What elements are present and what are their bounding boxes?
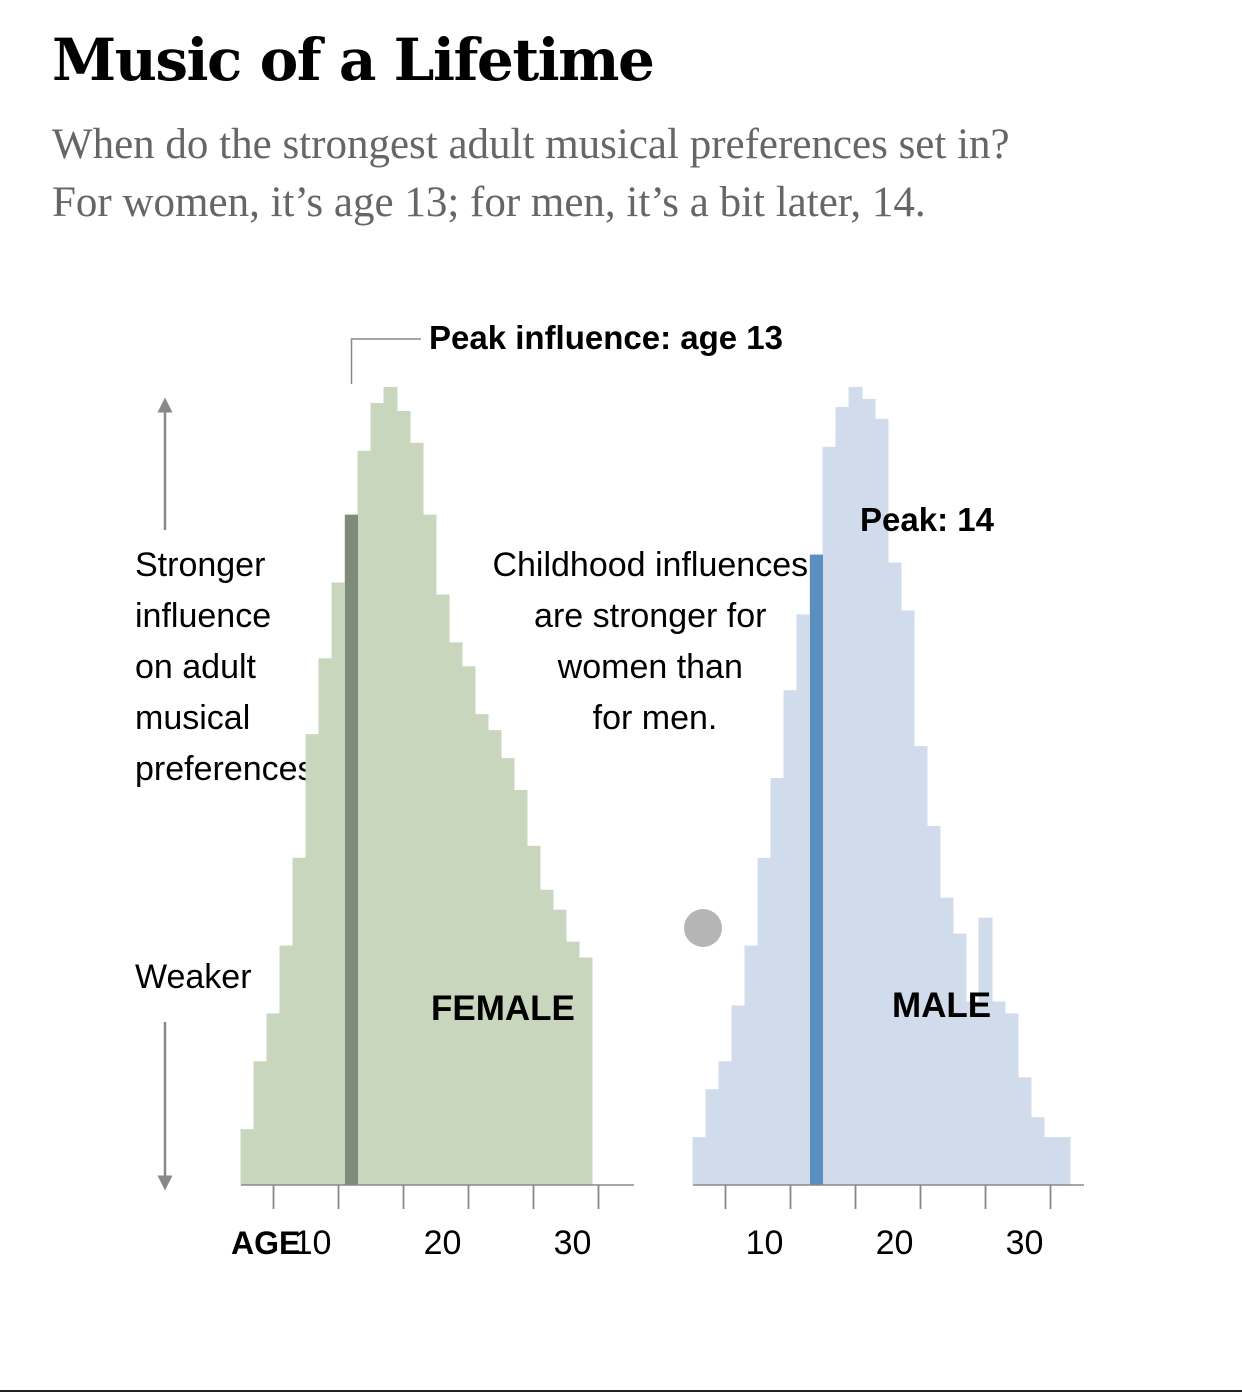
male-histogram: Peak: 14 MALE 10 20 30 [692, 387, 1084, 1262]
female-bar [487, 730, 502, 1185]
female-bar [292, 857, 307, 1185]
female-peak-bar [345, 514, 358, 1185]
x-tick-label: 20 [876, 1224, 914, 1262]
female-bar [318, 658, 333, 1185]
y-label-line: influence [135, 597, 271, 635]
subtitle-line-1: When do the strongest adult musical pref… [52, 121, 1010, 168]
female-peak-label: Peak influence: age 13 [429, 319, 783, 356]
male-bar [731, 1005, 746, 1185]
female-bar [474, 714, 489, 1185]
male-bar [978, 917, 993, 1185]
female-bar [240, 1129, 255, 1185]
male-bar [822, 446, 837, 1186]
chart-subtitle: When do the strongest adult musical pref… [52, 116, 1212, 232]
female-histogram: Peak influence: age 13 FEMALE 10 20 30 AGE [231, 319, 783, 1262]
female-bar [266, 1013, 281, 1185]
male-bar [1004, 1013, 1019, 1185]
female-bar [578, 957, 593, 1185]
female-series-label: FEMALE [431, 989, 575, 1028]
male-bar [939, 897, 954, 1185]
female-peak-leader-line [350, 338, 421, 384]
male-peak-label: Peak: 14 [860, 501, 995, 538]
male-bar [705, 1089, 720, 1185]
female-bar [409, 442, 424, 1185]
female-bar [253, 1061, 268, 1185]
annotation-line: for men. [593, 699, 718, 737]
annotation-line: Childhood influences [492, 546, 808, 584]
male-series-label: MALE [892, 986, 991, 1025]
female-bar [539, 889, 554, 1185]
male-bar [991, 1001, 1006, 1185]
female-bar [461, 666, 476, 1185]
male-bar [874, 418, 889, 1185]
female-bar [565, 941, 580, 1185]
annotation-text: Childhood influences are stronger for wo… [492, 546, 817, 737]
male-bar [796, 614, 811, 1185]
male-bar [692, 1137, 707, 1185]
y-label-line: on adult [135, 648, 257, 686]
y-label-line: Stronger [135, 546, 265, 584]
female-bar [552, 909, 567, 1185]
male-bar [913, 746, 928, 1185]
age-axis-title: AGE [231, 1225, 300, 1261]
female-bar [422, 514, 437, 1185]
female-bar [513, 789, 528, 1185]
female-bar [448, 642, 463, 1185]
female-bar [279, 945, 294, 1185]
svg-text:Stronger influence: Stronger influence on adult musical pref… [135, 546, 315, 788]
male-bar [835, 406, 850, 1185]
male-bar [1030, 1117, 1045, 1185]
female-bar [396, 410, 411, 1185]
x-tick-label: 30 [1006, 1224, 1044, 1262]
male-bar [887, 562, 902, 1185]
male-bar [848, 387, 863, 1185]
male-bar [783, 690, 798, 1185]
male-bar [965, 1001, 980, 1185]
male-bar [770, 778, 785, 1185]
separator-dot [684, 909, 722, 947]
chart-title: Music of a Lifetime [52, 26, 655, 94]
male-bar [757, 857, 772, 1185]
female-bar [331, 582, 346, 1185]
male-bar [744, 945, 759, 1185]
male-bar [1017, 1077, 1032, 1185]
male-bar [900, 610, 915, 1185]
male-bar [1043, 1137, 1058, 1185]
female-bar [305, 734, 320, 1185]
y-label-weaker: Weaker [135, 958, 252, 996]
x-tick-label: 10 [294, 1224, 332, 1262]
female-bar [383, 387, 398, 1185]
male-peak-bar [810, 554, 823, 1185]
female-bar [370, 402, 385, 1186]
female-bar [526, 845, 541, 1185]
female-bar [435, 594, 450, 1185]
bottom-border [0, 1390, 1242, 1392]
male-bar [926, 825, 941, 1185]
male-bar [861, 398, 876, 1186]
y-label-line: preferences [135, 750, 315, 788]
x-tick-label: 20 [424, 1224, 462, 1262]
male-bar [1056, 1137, 1071, 1185]
male-bar [718, 1061, 733, 1185]
y-label-line: musical [135, 699, 250, 737]
subtitle-line-2: For women, it’s age 13; for men, it’s a … [52, 179, 926, 226]
annotation-line: are stronger for [534, 597, 766, 635]
y-axis-legend: Stronger influence on adult musical pref… [135, 397, 315, 1191]
female-bar [357, 450, 372, 1186]
male-bar [952, 933, 967, 1185]
x-tick-label: 30 [554, 1224, 592, 1262]
female-bar [500, 758, 515, 1185]
x-tick-label: 10 [746, 1224, 784, 1262]
annotation-line: women than [557, 648, 743, 686]
